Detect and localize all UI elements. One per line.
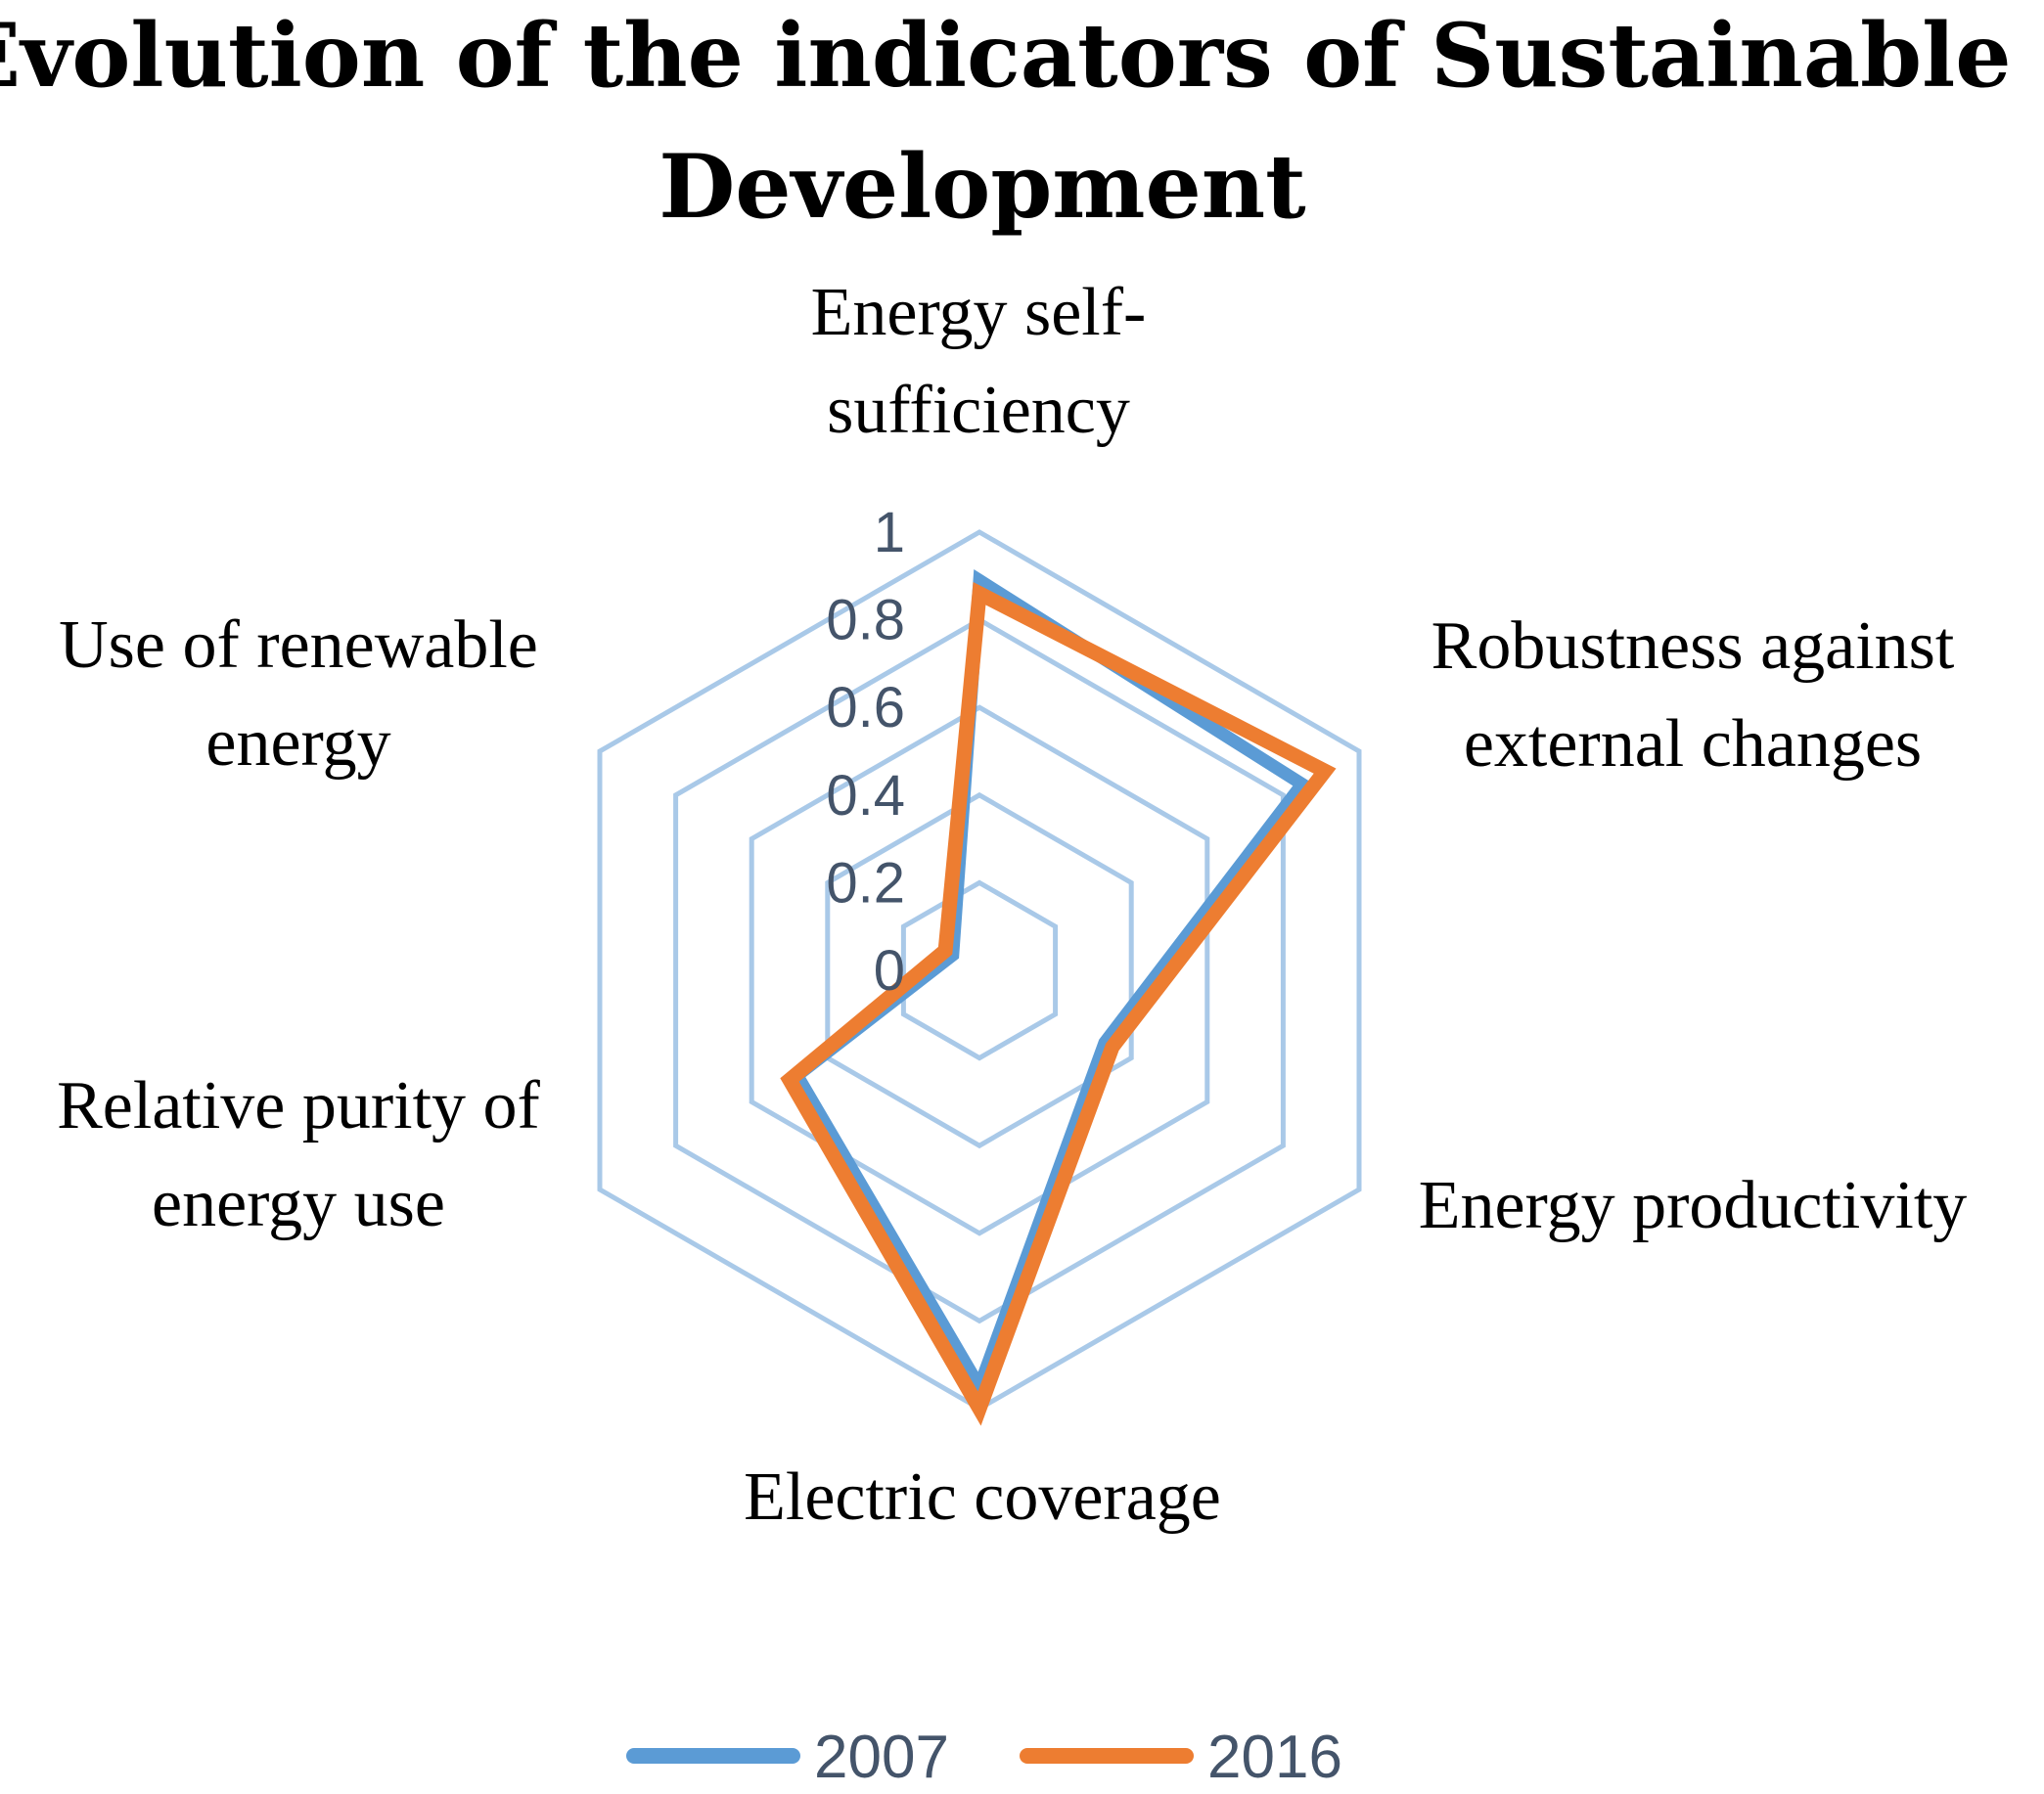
axis-label-renewable-energy-line-0: Use of renewable xyxy=(59,607,538,683)
chart-title-line-1: Evolution of the indicators of Sustainab… xyxy=(0,4,2012,108)
axis-label-renewable-energy-line-1: energy xyxy=(205,705,390,781)
radial-tick-labels: 0 0.2 0.4 0.6 0.8 1 xyxy=(826,501,905,1003)
grid-ring-1 xyxy=(900,879,1059,1061)
tick-label-4: 0.8 xyxy=(826,589,905,652)
grid-ring-4 xyxy=(673,616,1286,1324)
axis-label-relative-purity-line-1: energy use xyxy=(152,1166,445,1241)
tick-label-2: 0.4 xyxy=(826,764,905,828)
legend: 2007 2016 xyxy=(626,1724,1342,1791)
chart-title: Evolution of the indicators of Sustainab… xyxy=(0,4,2012,239)
axis-label-electric-coverage-line-0: Electric coverage xyxy=(744,1459,1221,1535)
grid-ring-3 xyxy=(749,704,1210,1236)
series-line-2016 xyxy=(780,581,1337,1426)
tick-label-0: 0 xyxy=(874,939,905,1003)
axis-label-relative-purity-line-0: Relative purity of xyxy=(57,1068,540,1144)
legend-label-2007: 2007 xyxy=(814,1724,949,1791)
chart-title-line-2: Development xyxy=(659,135,1306,239)
legend-label-2016: 2016 xyxy=(1207,1724,1342,1791)
axis-label-robustness-line-0: Robustness against xyxy=(1431,608,1955,684)
radar-series xyxy=(780,569,1337,1426)
axis-label-robustness-line-1: external changes xyxy=(1464,706,1922,782)
axis-label-energy-productivity-line-0: Energy productivity xyxy=(1419,1168,1968,1243)
grid-ring-2 xyxy=(825,791,1134,1149)
tick-label-5: 1 xyxy=(874,501,905,564)
axis-labels: Energy self-sufficiency Robustness agains… xyxy=(57,275,1967,1535)
axis-label-energy-self-sufficiency-line-0: Energy self- xyxy=(811,275,1147,350)
tick-label-1: 0.2 xyxy=(826,851,905,915)
series-line-2007 xyxy=(789,569,1312,1402)
axis-label-energy-self-sufficiency-line-1: sufficiency xyxy=(827,373,1130,448)
tick-label-3: 0.6 xyxy=(826,676,905,740)
